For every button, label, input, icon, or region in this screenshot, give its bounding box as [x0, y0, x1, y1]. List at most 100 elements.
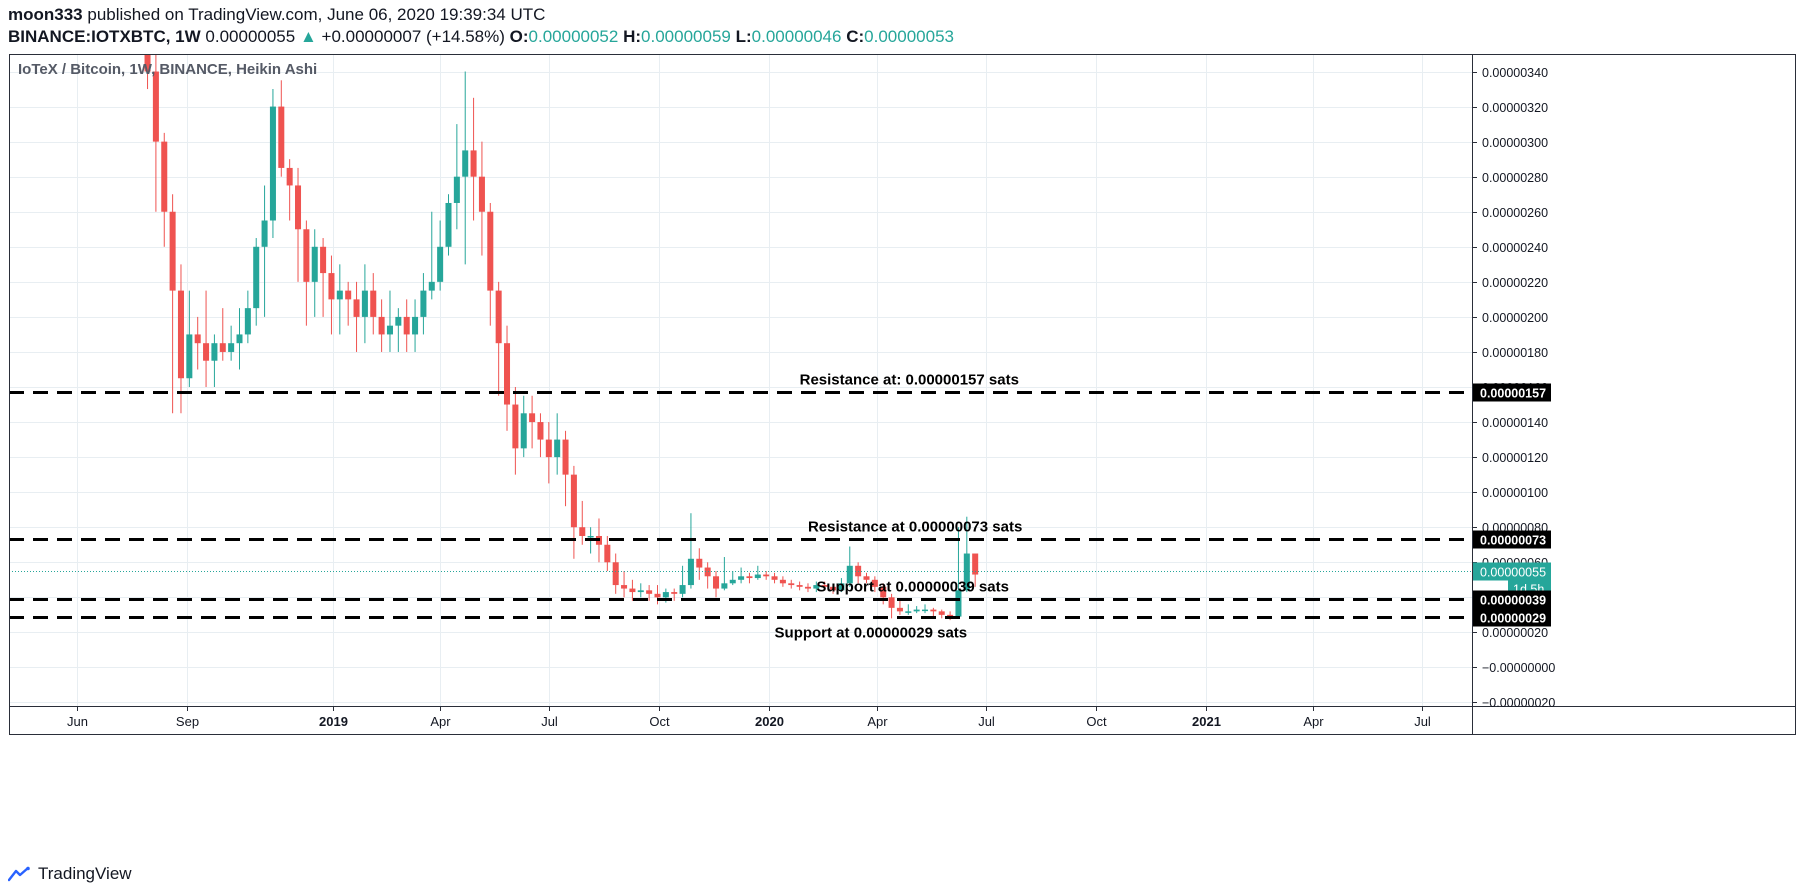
candle-body: [269, 106, 276, 221]
candle-body: [378, 316, 385, 335]
candle-body: [863, 576, 870, 580]
candle-body: [437, 246, 444, 282]
candle-body: [746, 576, 753, 579]
candle-body: [470, 150, 477, 177]
level-axis-label-bg: [1473, 530, 1551, 549]
candle-body: [320, 246, 327, 274]
candle-body: [629, 588, 636, 593]
candle-body: [679, 585, 686, 594]
candle-body: [328, 273, 335, 300]
candle-body: [303, 229, 310, 282]
tradingview-logo-icon: [8, 866, 30, 882]
y-tick-label: 0.00000280: [1482, 171, 1548, 185]
tradingview-footer[interactable]: TradingView: [8, 862, 132, 886]
candle-body: [161, 141, 168, 212]
candle-body: [228, 343, 235, 352]
candle-body: [278, 106, 285, 168]
level-label: Resistance at: 0.00000157 sats: [800, 372, 1019, 389]
tradingview-brand: TradingView: [38, 864, 132, 883]
candle-body: [713, 576, 720, 589]
candle-body: [871, 579, 878, 587]
y-tick-label: 0.00000340: [1482, 66, 1548, 80]
last-price: 0.00000055: [205, 27, 296, 46]
level-axis-label-bg: [1473, 590, 1551, 609]
y-tick-label: 0.00000220: [1482, 276, 1548, 290]
candle-body: [244, 308, 251, 335]
candle-body: [386, 325, 393, 335]
price-change: +0.00000007 (+14.58%): [321, 27, 505, 46]
level-label: Support at 0.00000029 sats: [775, 625, 968, 642]
candle-body: [813, 585, 820, 589]
candle-body: [219, 343, 226, 352]
candle-body: [529, 413, 536, 423]
candle-body: [420, 290, 427, 317]
y-tick-label: 0.00000020: [1482, 626, 1548, 640]
grid: [9, 54, 1472, 706]
candle-body: [428, 281, 435, 291]
publish-info: published on TradingView.com, June 06, 2…: [87, 5, 546, 24]
chart-area[interactable]: Resistance at: 0.00000157 sats Resistance…: [9, 54, 1796, 849]
candle-body: [144, 54, 151, 72]
candle-body: [804, 586, 811, 589]
horizontal-lines[interactable]: Resistance at: 0.00000157 sats Resistance…: [9, 372, 1472, 642]
candle-body: [796, 585, 803, 587]
candle-body: [211, 343, 218, 361]
candle-body: [955, 590, 962, 617]
candle-body: [361, 290, 368, 317]
candle-body: [453, 176, 460, 203]
candle-body: [253, 246, 260, 309]
candle-body: [930, 609, 937, 612]
candle-body: [261, 220, 268, 247]
candle-body: [880, 586, 887, 598]
candle-body: [788, 583, 795, 586]
x-tick-label: 2019: [319, 714, 348, 729]
chart-header: moon333 published on TradingView.com, Ju…: [8, 4, 1788, 52]
level-axis-label-bg: [1473, 608, 1551, 627]
publish-line: moon333 published on TradingView.com, Ju…: [8, 4, 1788, 26]
author-name[interactable]: moon333: [8, 5, 83, 24]
candle-body: [738, 576, 745, 580]
x-tick-label: Jul: [978, 714, 995, 729]
candle-body: [729, 579, 736, 584]
candle-body: [462, 150, 469, 177]
candle-body: [545, 439, 552, 458]
y-tick-label: 0.00000100: [1482, 486, 1548, 500]
candle-body: [972, 553, 979, 575]
close-value: 0.00000053: [864, 27, 954, 46]
candle-body: [562, 439, 569, 475]
candle-body: [779, 579, 786, 584]
candle-body: [579, 527, 586, 536]
candle-body: [704, 567, 711, 577]
level-label: Resistance at 0.00000073 sats: [808, 519, 1022, 536]
level-axis-label: 0.00000073: [1480, 534, 1546, 548]
candle-body: [345, 290, 352, 300]
level-axis-label: 0.00000157: [1480, 387, 1546, 401]
y-tick-label: 0.00000300: [1482, 136, 1548, 150]
candle-body: [671, 592, 678, 594]
candle-body: [896, 607, 903, 612]
x-tick-label: Jul: [1414, 714, 1431, 729]
candlestick-chart[interactable]: Resistance at: 0.00000157 sats Resistance…: [9, 54, 1796, 849]
candle-body: [169, 211, 176, 291]
candle-body: [520, 413, 527, 449]
x-tick-label: 2021: [1192, 714, 1221, 729]
candle-body: [336, 290, 343, 300]
x-tick-label: Apr: [867, 714, 888, 729]
y-tick-label: 0.00000260: [1482, 206, 1548, 220]
candle-body: [654, 593, 661, 598]
candle-body: [478, 176, 485, 212]
candle-body: [504, 343, 511, 405]
candle-body: [838, 583, 845, 591]
candle-body: [412, 316, 419, 335]
candle-body: [570, 474, 577, 528]
y-tick-label: −0.00000020: [1482, 696, 1555, 710]
candle-body: [587, 535, 594, 538]
candle-body: [662, 592, 669, 598]
low-value: 0.00000046: [751, 27, 842, 46]
x-tick-label: Jul: [541, 714, 558, 729]
current-price-label: 0.00000055: [1480, 566, 1546, 580]
candle-body: [403, 316, 410, 335]
ohlc-line: BINANCE:IOTXBTC, 1W 0.00000055 ▲ +0.0000…: [8, 26, 1788, 48]
candle-body: [311, 246, 318, 282]
